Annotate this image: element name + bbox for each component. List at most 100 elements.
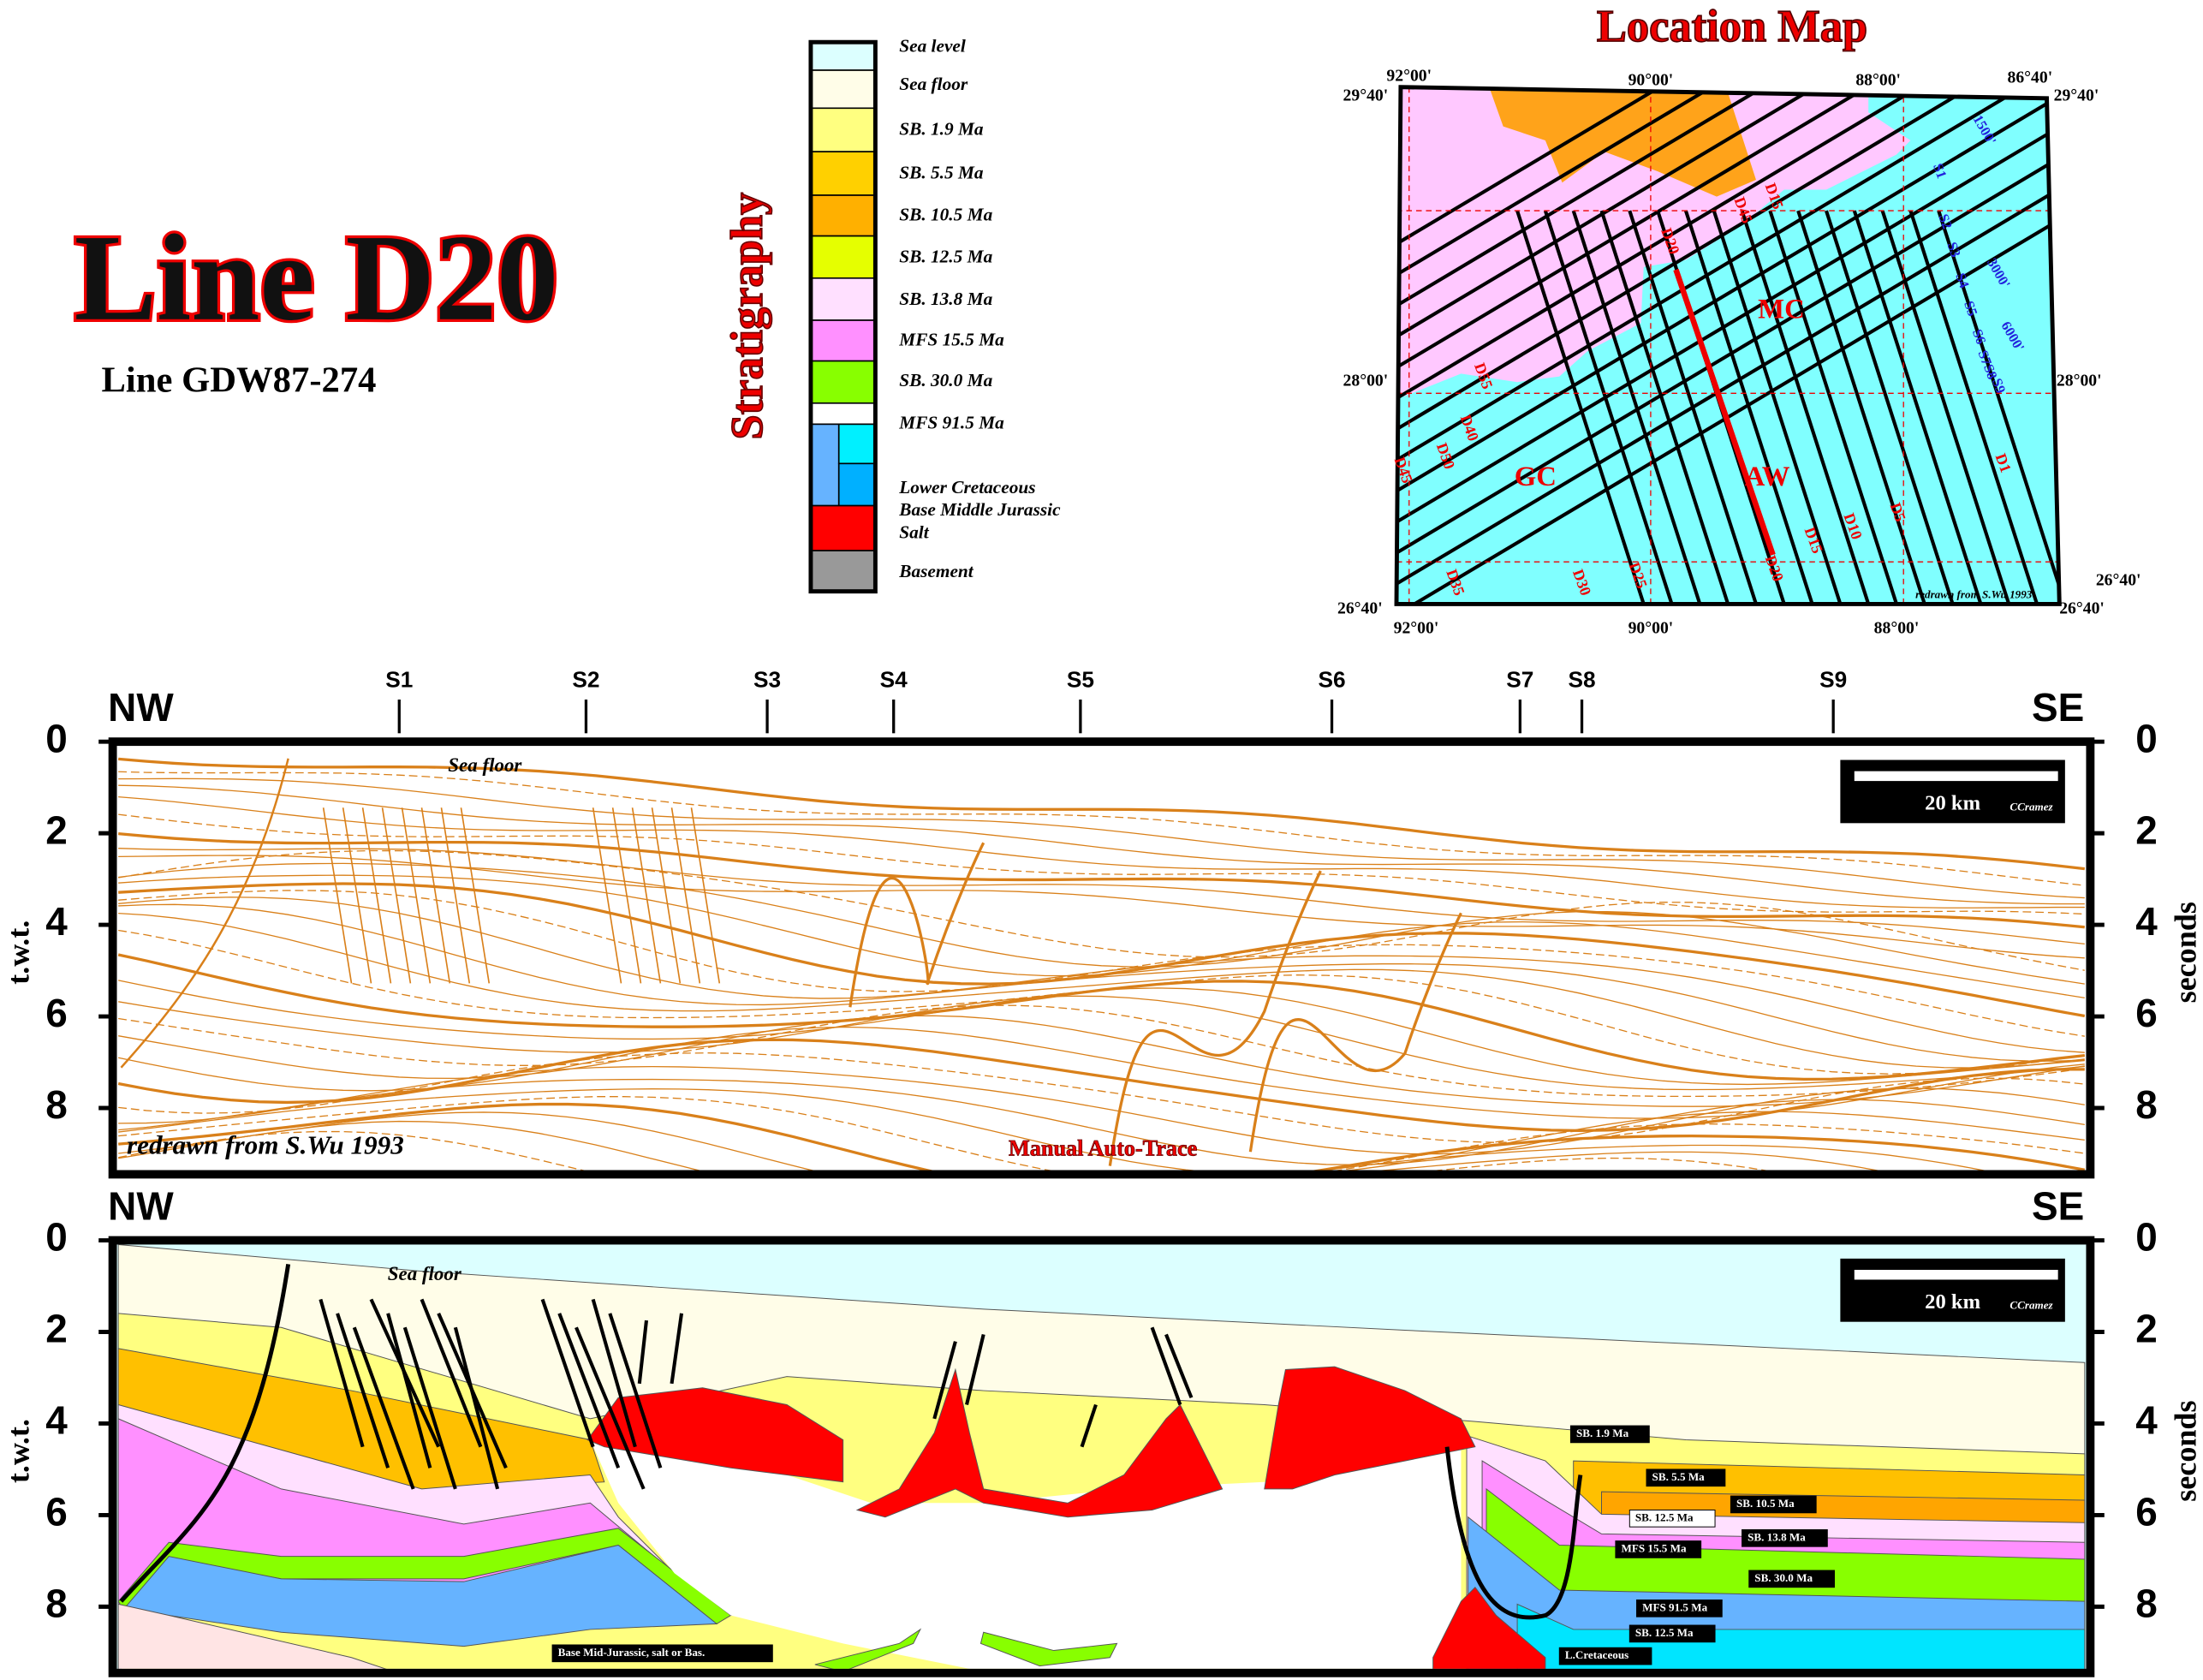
survey-line — [1396, 223, 2052, 605]
legend-swatch — [837, 423, 877, 465]
reflector — [118, 862, 2085, 985]
reflector — [118, 882, 2086, 1018]
fault — [120, 758, 289, 1069]
shotpoint-label: S9 — [1819, 667, 1847, 693]
salt — [586, 1387, 844, 1483]
legend-label: SB. 1.9 Ma — [899, 118, 984, 139]
map-shotpoint-label: S5 — [1961, 299, 1981, 319]
survey-line — [1543, 210, 1674, 605]
survey-line — [1712, 210, 1843, 605]
shotpoint-label: S7 — [1506, 667, 1533, 693]
fault — [575, 1326, 646, 1490]
legend-swatch — [810, 194, 877, 237]
reflector — [118, 980, 2085, 1086]
map-shotpoint-label: S4 — [1952, 271, 1973, 290]
fault — [1444, 1446, 1583, 1620]
axis-title: seconds — [2169, 902, 2203, 1003]
reflector — [118, 757, 2086, 871]
y-tick-label: 0 — [45, 1215, 68, 1260]
map-coordinate: 86°40' — [2008, 68, 2053, 86]
legend-swatch — [810, 504, 877, 551]
map-coordinate: 92°00' — [1394, 618, 1439, 637]
y-tick-label: 0 — [2135, 1215, 2158, 1260]
fault — [637, 1320, 649, 1385]
salt — [855, 1367, 1224, 1518]
layer — [590, 1439, 1462, 1669]
fault — [1080, 1403, 1098, 1448]
legend-label: SB. 12.5 Ma — [899, 247, 992, 267]
axis-title: t.w.t. — [1, 920, 35, 985]
survey-line — [1796, 210, 1926, 605]
legend-swatch — [837, 462, 877, 507]
legend-swatch — [810, 41, 877, 71]
y-tick-label: 0 — [2135, 716, 2158, 760]
layer — [117, 1603, 387, 1669]
map-coordinate: 90°00' — [1628, 71, 1674, 90]
y-tick-label: 6 — [45, 1490, 68, 1534]
map-shotpoint-label: S3 — [1944, 240, 1964, 259]
diapir-outline — [848, 842, 985, 1008]
fault — [611, 807, 642, 984]
legend-label: Basement — [898, 561, 974, 581]
survey-line — [1396, 86, 2052, 249]
fault — [1150, 1326, 1182, 1406]
section-end: NW — [108, 685, 174, 730]
reflector — [118, 784, 2085, 905]
fault — [965, 1333, 985, 1405]
horizon-label-box — [1569, 1425, 1650, 1444]
seismic-traces — [117, 757, 2086, 1171]
salt — [1432, 1586, 1546, 1669]
reflector — [118, 1078, 2085, 1165]
survey-line — [1571, 210, 1702, 605]
fault — [670, 1313, 684, 1385]
legend-label: Base Middle Jurassic — [898, 499, 1061, 520]
y-tick-label: 2 — [2135, 1307, 2158, 1351]
map-shotpoint-label: S6 — [1969, 327, 1990, 347]
survey-line — [1768, 210, 1898, 605]
reflector — [118, 1111, 1985, 1171]
shotpoint-label: S4 — [880, 667, 908, 693]
fault — [420, 1298, 483, 1448]
fault — [420, 807, 451, 984]
survey-line — [1908, 210, 2039, 605]
scale-label: 20 km — [1925, 792, 1980, 815]
reflector — [118, 1052, 2085, 1143]
legend-swatch — [810, 151, 877, 196]
legend-title: Stratigraphy — [723, 193, 772, 440]
legend-swatch — [810, 319, 877, 362]
survey-line — [1740, 210, 1871, 605]
scale-bar-segment — [1854, 1269, 2058, 1280]
horizon-label: Base Mid-Jurassic, salt or Bas. — [558, 1646, 706, 1659]
shotpoint-label: S5 — [1067, 667, 1094, 693]
horizon-label: SB. 12.5 Ma — [1635, 1626, 1694, 1639]
map-shotpoint-label: S2 — [1936, 211, 1956, 231]
horizon-label: SB. 10.5 Ma — [1736, 1497, 1795, 1510]
survey-line — [1825, 210, 1955, 605]
survey-line — [1396, 86, 2052, 311]
fault — [401, 807, 432, 984]
horizon-label-box — [1615, 1540, 1702, 1558]
layer — [814, 1628, 922, 1669]
y-tick-label: 4 — [45, 899, 68, 944]
fault — [322, 807, 353, 984]
legend-label: SB. 13.8 Ma — [899, 289, 992, 309]
diapir-outline — [1248, 912, 1462, 1153]
legend-swatch — [810, 550, 877, 593]
legend-label: Sea level — [899, 36, 966, 57]
y-tick-label: 4 — [2135, 899, 2158, 944]
horizon-label: SB. 30.0 Ma — [1754, 1571, 1813, 1584]
legend-swatch — [810, 235, 877, 279]
y-tick-label: 8 — [2135, 1082, 2158, 1127]
reflector — [118, 777, 2085, 899]
scale-credit: CCramez — [2009, 1299, 2053, 1312]
seismic-caption: Manual Auto-Trace — [1009, 1136, 1197, 1161]
shotpoint-label: S6 — [1318, 667, 1345, 693]
legend-label: SB. 30.0 Ma — [899, 370, 992, 390]
horizon-label: SB. 1.9 Ma — [1576, 1427, 1629, 1439]
fault — [670, 807, 701, 984]
horizon-label: SB. 5.5 Ma — [1652, 1470, 1706, 1483]
map-credit: redrawn from S.Wu 1993 — [1915, 588, 2033, 601]
reflector — [118, 1102, 2086, 1171]
map-shotpoint-label: S1 — [1930, 161, 1950, 181]
